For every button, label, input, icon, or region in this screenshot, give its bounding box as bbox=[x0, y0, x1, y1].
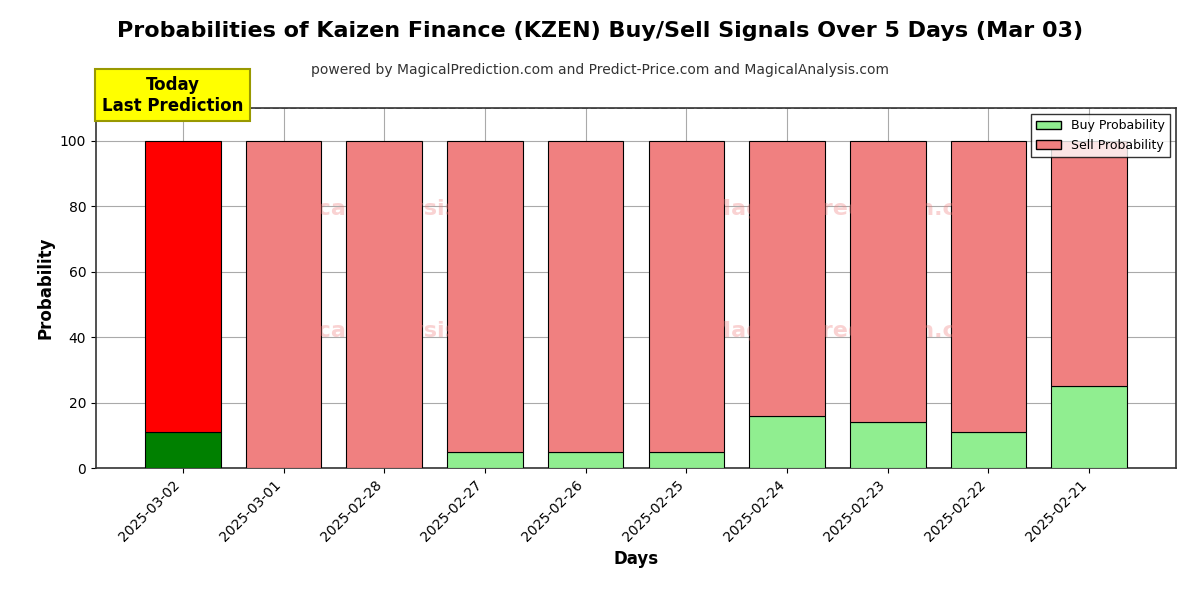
Text: MagicalAnalysis.com: MagicalAnalysis.com bbox=[257, 321, 518, 341]
Text: MagicalPrediction.com: MagicalPrediction.com bbox=[709, 321, 995, 341]
Y-axis label: Probability: Probability bbox=[36, 237, 54, 339]
Bar bbox=[648, 141, 724, 452]
Bar bbox=[448, 141, 523, 452]
Text: MagicalAnalysis.com: MagicalAnalysis.com bbox=[257, 199, 518, 219]
Bar bbox=[145, 432, 221, 468]
X-axis label: Days: Days bbox=[613, 550, 659, 568]
Bar bbox=[548, 141, 624, 452]
Bar bbox=[548, 452, 624, 468]
Bar bbox=[1051, 141, 1127, 386]
Bar bbox=[850, 141, 925, 422]
Bar bbox=[950, 141, 1026, 432]
Text: Today
Last Prediction: Today Last Prediction bbox=[102, 76, 244, 115]
Bar bbox=[648, 452, 724, 468]
Bar bbox=[246, 141, 322, 468]
Bar bbox=[850, 422, 925, 468]
Bar bbox=[448, 452, 523, 468]
Bar bbox=[950, 432, 1026, 468]
Bar bbox=[749, 416, 824, 468]
Text: MagicalPrediction.com: MagicalPrediction.com bbox=[709, 199, 995, 219]
Bar bbox=[145, 141, 221, 432]
Text: Probabilities of Kaizen Finance (KZEN) Buy/Sell Signals Over 5 Days (Mar 03): Probabilities of Kaizen Finance (KZEN) B… bbox=[116, 21, 1084, 41]
Bar bbox=[347, 141, 422, 468]
Bar bbox=[749, 141, 824, 416]
Bar bbox=[1051, 386, 1127, 468]
Text: powered by MagicalPrediction.com and Predict-Price.com and MagicalAnalysis.com: powered by MagicalPrediction.com and Pre… bbox=[311, 63, 889, 77]
Legend: Buy Probability, Sell Probability: Buy Probability, Sell Probability bbox=[1031, 114, 1170, 157]
